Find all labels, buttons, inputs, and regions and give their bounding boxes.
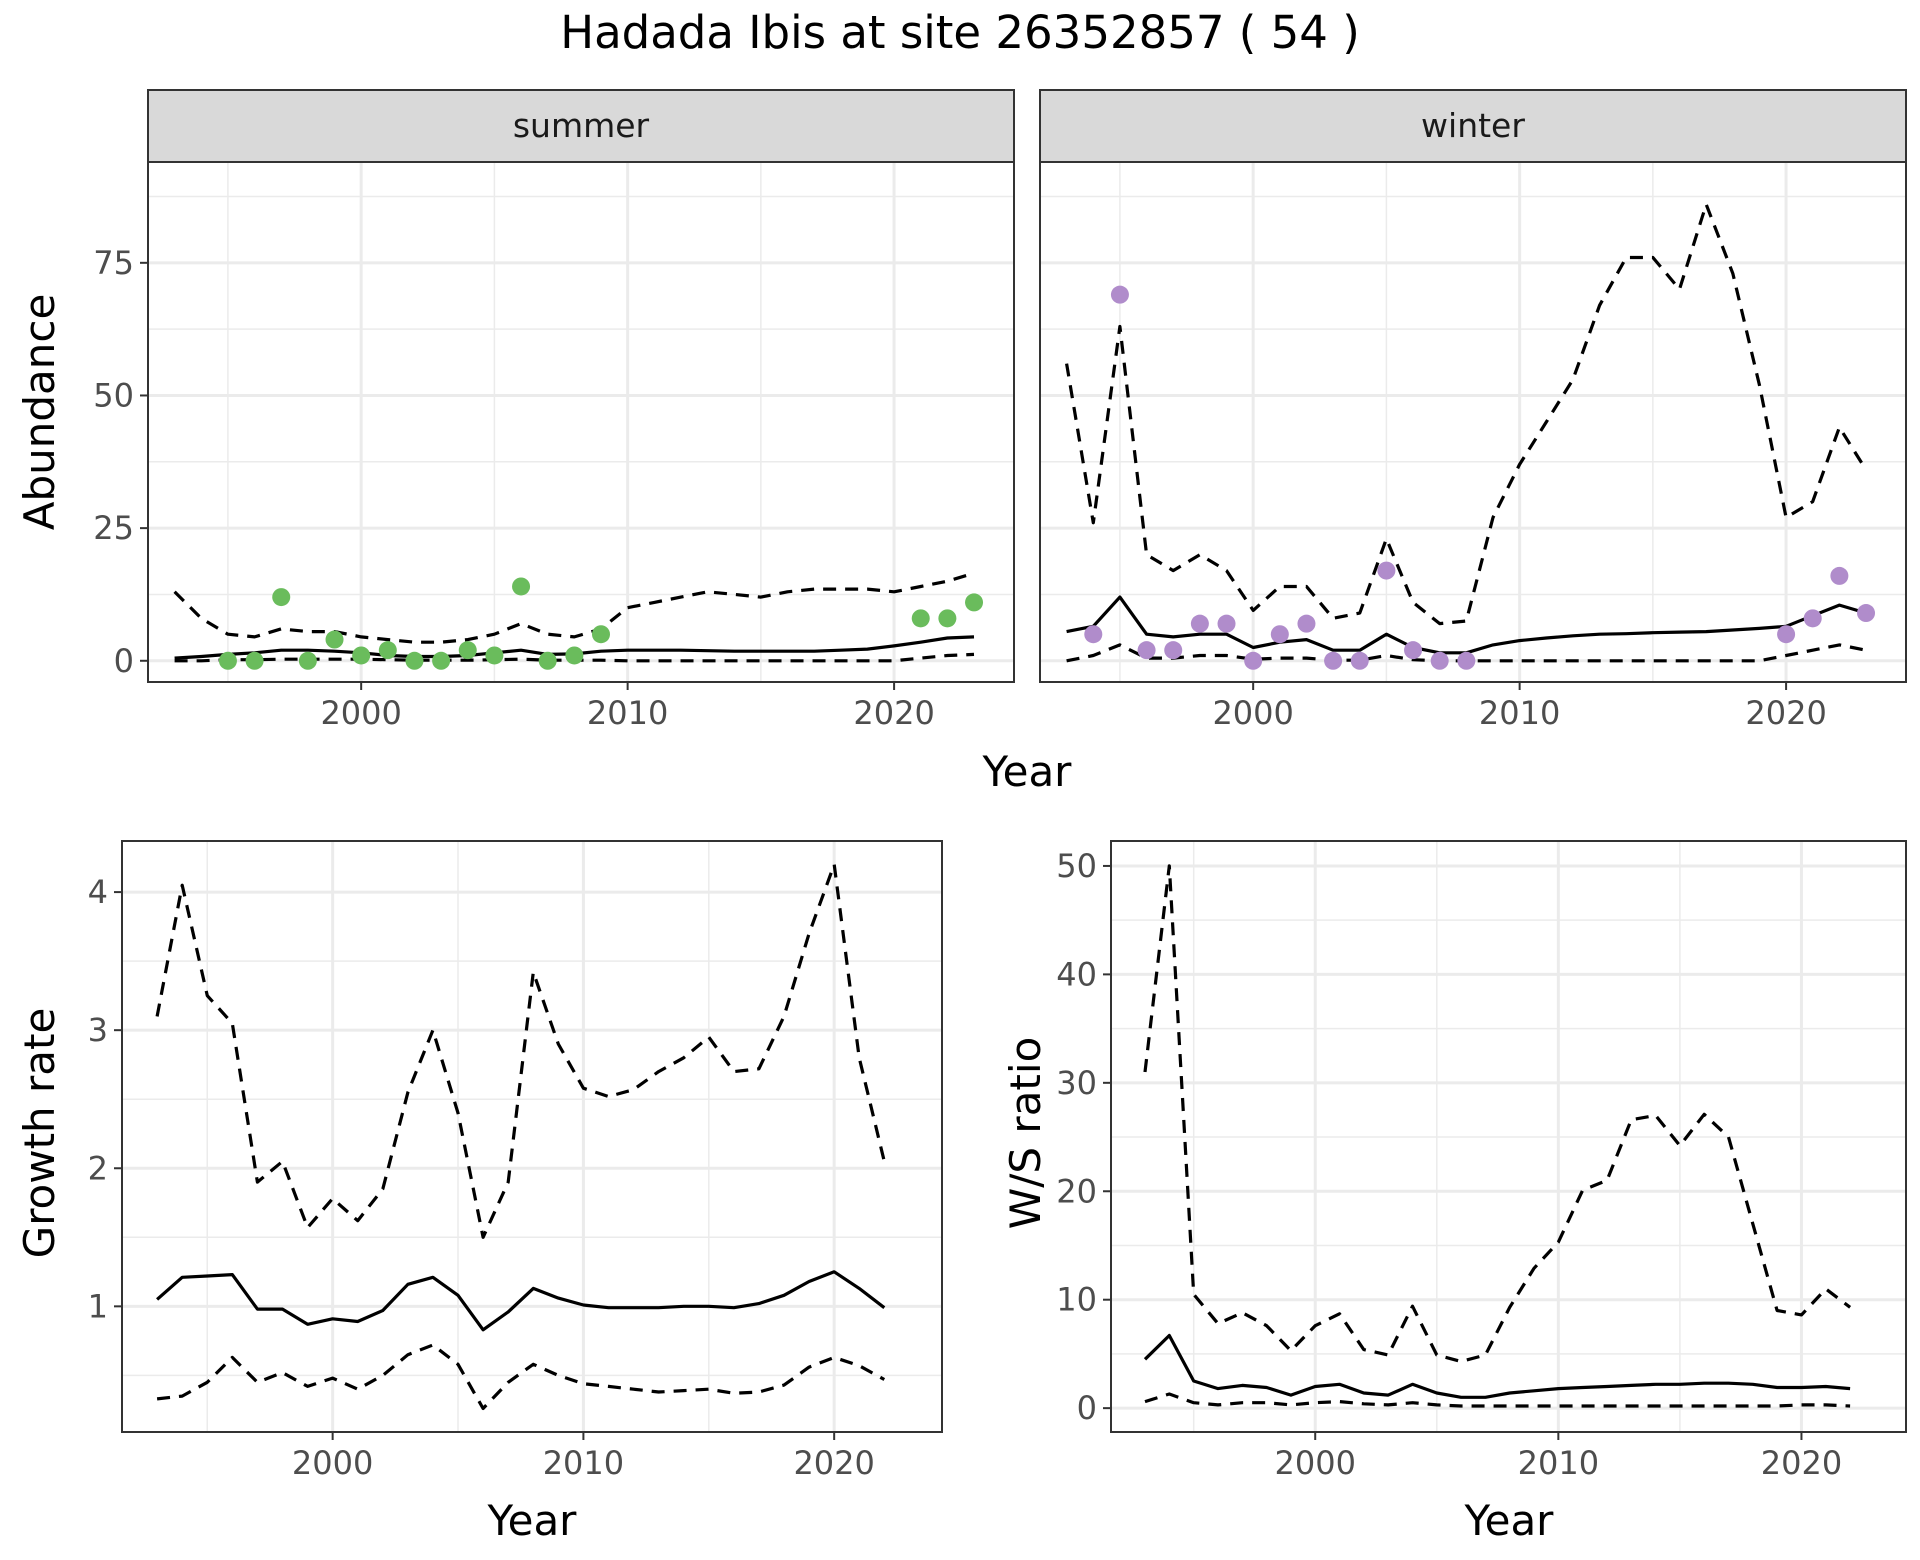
figure-title: Hadada Ibis at site 26352857 ( 54 ) bbox=[560, 6, 1360, 59]
y-tick-label: 1 bbox=[88, 1287, 108, 1325]
upper-bound-line bbox=[155, 862, 886, 1239]
panel-border bbox=[1110, 840, 1907, 1433]
observed-point bbox=[1404, 641, 1423, 660]
x-tick-label: 2020 bbox=[793, 1444, 874, 1482]
observed-point bbox=[911, 609, 930, 628]
observed-point bbox=[458, 641, 477, 660]
observed-point bbox=[298, 651, 317, 670]
observed-point bbox=[938, 609, 957, 628]
facet-strip-winter bbox=[1039, 89, 1907, 163]
ws-ratio-panel: 2000 2010 2020 0 10 20 30 40 50 Year W/S ratio bbox=[1001, 840, 1907, 1545]
observed-point bbox=[325, 630, 344, 649]
abundance-y-axis-title: Abundance bbox=[15, 294, 64, 531]
observed-point bbox=[1430, 651, 1449, 670]
x-tick-label: 2020 bbox=[1761, 1444, 1842, 1482]
growth-rate-y-axis-title: Growth rate bbox=[15, 1008, 64, 1259]
x-tick-label: 2000 bbox=[292, 1444, 373, 1482]
y-tick-label: 40 bbox=[1056, 955, 1097, 993]
fitted-line bbox=[1143, 1333, 1851, 1399]
observed-point bbox=[1324, 651, 1343, 670]
lower-bound-line bbox=[156, 1343, 886, 1411]
observed-point bbox=[965, 593, 984, 612]
observed-point bbox=[1803, 609, 1822, 628]
observed-point bbox=[1457, 651, 1476, 670]
panel-border bbox=[121, 840, 943, 1433]
x-tick-label: 2020 bbox=[1745, 694, 1826, 732]
y-tick-label: 3 bbox=[88, 1011, 108, 1049]
x-tick-label: 2010 bbox=[1518, 1444, 1599, 1482]
observed-point bbox=[591, 625, 610, 644]
observed-point bbox=[352, 646, 371, 665]
observed-point bbox=[1297, 614, 1316, 633]
y-tick-label: 30 bbox=[1056, 1064, 1097, 1102]
observed-point bbox=[272, 588, 291, 607]
abundance-panel-winter: winter 2000 2010 2020 bbox=[1039, 89, 1907, 732]
observed-point bbox=[1244, 651, 1263, 670]
observed-point bbox=[565, 646, 584, 665]
observed-point bbox=[1137, 641, 1156, 660]
observed-point bbox=[245, 651, 264, 670]
observed-point bbox=[1350, 651, 1369, 670]
facet-label-summer: summer bbox=[513, 106, 650, 145]
observed-point bbox=[1830, 566, 1849, 585]
observed-point bbox=[1110, 285, 1129, 304]
observed-point bbox=[538, 651, 557, 670]
panel-border bbox=[147, 161, 1015, 683]
observed-point bbox=[1857, 604, 1876, 623]
y-tick-label: 2 bbox=[88, 1149, 108, 1187]
ws-ratio-y-axis-title: W/S ratio bbox=[1001, 1037, 1050, 1230]
abundance-winter-plot-area: 2000 2010 2020 bbox=[1039, 161, 1907, 732]
facet-label-winter: winter bbox=[1421, 106, 1525, 145]
y-tick-label: 4 bbox=[88, 873, 108, 911]
y-tick-label: 0 bbox=[114, 642, 134, 680]
y-tick-label: 50 bbox=[1056, 847, 1097, 885]
observed-point bbox=[1190, 614, 1209, 633]
upper-bound-line bbox=[173, 571, 975, 644]
observed-point bbox=[1377, 561, 1396, 580]
x-tick-label: 2010 bbox=[1479, 694, 1560, 732]
x-tick-label: 2000 bbox=[1212, 694, 1293, 732]
growth-rate-plot-area: 2000 2010 2020 1 2 3 4 bbox=[88, 840, 943, 1482]
observed-point bbox=[1217, 614, 1236, 633]
growth-rate-x-axis-title: Year bbox=[487, 1496, 578, 1545]
y-tick-label: 25 bbox=[93, 509, 134, 547]
y-tick-label: 75 bbox=[93, 244, 134, 282]
upper-bound-line bbox=[1143, 864, 1852, 1364]
x-tick-label: 2010 bbox=[587, 694, 668, 732]
lower-bound-line bbox=[1144, 1392, 1851, 1408]
y-tick-label: 50 bbox=[93, 376, 134, 414]
y-tick-label: 10 bbox=[1056, 1281, 1097, 1319]
observed-point bbox=[1270, 625, 1289, 644]
ws-ratio-x-axis-title: Year bbox=[1464, 1496, 1555, 1545]
growth-rate-panel: 2000 2010 2020 1 2 3 4 Year Growth rate bbox=[15, 840, 943, 1545]
observed-point bbox=[512, 577, 531, 596]
ws-ratio-plot-area: 2000 2010 2020 0 10 20 30 40 50 bbox=[1056, 840, 1907, 1482]
observed-point bbox=[378, 641, 397, 660]
observed-point bbox=[432, 651, 451, 670]
abundance-panel-summer: summer 2000 2010 2020 0 25 50 75 bbox=[93, 89, 1015, 732]
observed-point bbox=[485, 646, 504, 665]
x-tick-label: 2000 bbox=[320, 694, 401, 732]
y-tick-label: 20 bbox=[1056, 1172, 1097, 1210]
observed-point bbox=[1777, 625, 1796, 644]
facet-strip-summer bbox=[147, 89, 1015, 163]
observed-point bbox=[1084, 625, 1103, 644]
observed-point bbox=[218, 651, 237, 670]
fitted-line bbox=[156, 1270, 886, 1332]
abundance-x-axis-title: Year bbox=[982, 747, 1073, 796]
observed-point bbox=[1164, 641, 1183, 660]
abundance-summer-plot-area: 2000 2010 2020 0 25 50 75 bbox=[93, 161, 1015, 732]
y-tick-label: 0 bbox=[1077, 1389, 1097, 1427]
x-tick-label: 2000 bbox=[1275, 1444, 1356, 1482]
panel-border bbox=[1039, 161, 1907, 683]
upper-bound-line bbox=[1065, 202, 1868, 626]
x-tick-label: 2020 bbox=[853, 694, 934, 732]
x-tick-label: 2010 bbox=[543, 1444, 624, 1482]
observed-point bbox=[405, 651, 424, 670]
